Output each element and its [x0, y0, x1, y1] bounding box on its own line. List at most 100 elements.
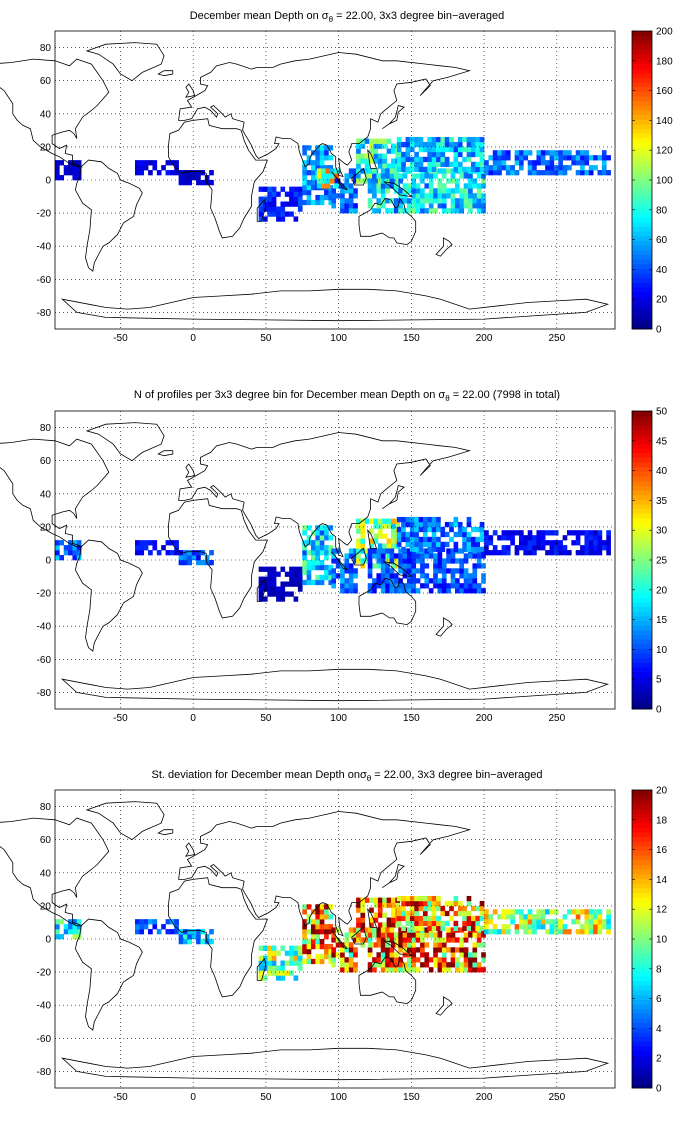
colorbar-segment: [632, 966, 652, 972]
bin-cell: [584, 929, 590, 935]
bin-cell: [468, 183, 473, 189]
colorbar-segment: [632, 799, 652, 805]
bin-cell: [532, 160, 537, 166]
bin-cell: [200, 180, 206, 186]
bin-cell: [431, 905, 437, 912]
bin-cell: [324, 564, 329, 571]
colorbar-segment: [632, 887, 652, 893]
bin-cell: [196, 180, 201, 186]
bin-cell: [523, 535, 529, 541]
bin-cell: [174, 160, 179, 166]
bin-cell: [311, 175, 316, 181]
bin-cell: [459, 198, 465, 204]
bin-cell: [479, 136, 485, 143]
bin-cell: [331, 937, 337, 943]
bin-cell: [396, 541, 402, 548]
bin-cell: [258, 576, 264, 582]
bin-cell: [372, 183, 377, 189]
bin-cell: [360, 168, 366, 174]
bin-cell: [353, 932, 358, 938]
bin-cell: [398, 932, 403, 938]
bin-cell: [297, 576, 303, 582]
bin-cell: [289, 186, 294, 192]
bin-cell: [536, 530, 542, 536]
bin-cell: [331, 203, 337, 209]
bin-cell: [420, 947, 425, 953]
bin-cell: [377, 163, 383, 169]
colorbar-segment: [632, 1018, 652, 1024]
bin-cell: [407, 957, 412, 963]
bin-cell: [405, 895, 411, 902]
bin-cell: [393, 967, 399, 973]
bin-cell: [407, 967, 412, 973]
bin-cell: [389, 173, 395, 179]
x-tick-label: -50: [113, 713, 128, 724]
bin-cell: [267, 970, 273, 976]
bin-cell: [433, 563, 438, 569]
colorbar-segment: [632, 301, 652, 307]
bin-cell: [196, 170, 201, 176]
bin-cell: [492, 545, 498, 551]
bin-cell: [385, 168, 390, 174]
bin-cell: [267, 571, 273, 577]
bin-cell: [466, 910, 472, 917]
bin-cell: [444, 900, 450, 907]
colorbar-segment: [632, 1060, 652, 1066]
bin-cell: [324, 545, 329, 551]
bin-cell: [466, 895, 472, 902]
bin-cell: [311, 550, 316, 556]
bin-cell: [440, 136, 446, 143]
colorbar-tick-label: 140: [656, 116, 673, 127]
bin-cell: [315, 958, 321, 965]
bin-cell: [401, 546, 406, 553]
bin-cell: [263, 196, 268, 202]
y-tick-label: 40: [40, 109, 52, 120]
bin-cell: [580, 155, 585, 161]
bin-cell: [306, 540, 312, 546]
bin-cell: [532, 914, 537, 920]
bin-cell: [446, 927, 451, 933]
bin-cell: [386, 148, 392, 154]
coastline: [331, 930, 348, 950]
bin-cell: [488, 535, 494, 541]
bin-cell: [324, 145, 329, 151]
bin-cell: [481, 173, 486, 179]
bin-cell: [466, 541, 472, 548]
bin-cell: [437, 553, 443, 559]
bin-cell: [319, 953, 325, 960]
bin-cell: [440, 531, 446, 538]
bin-cell: [523, 919, 529, 925]
bin-cell: [536, 540, 542, 546]
colorbar-segment: [632, 68, 652, 74]
colorbar-segment: [632, 1008, 652, 1014]
bin-cell: [540, 919, 546, 925]
bin-cell: [324, 914, 329, 920]
bin-cell: [453, 146, 459, 153]
bin-cell: [606, 919, 611, 925]
bin-cell: [431, 136, 437, 143]
colorbar-segment: [632, 128, 652, 134]
colorbar-segment: [632, 550, 652, 556]
colorbar-tick-label: 0: [656, 325, 662, 336]
bin-cell: [325, 168, 331, 174]
colorbar-segment: [632, 138, 652, 144]
bin-cell: [356, 153, 361, 159]
bin-cell: [427, 895, 433, 902]
bin-cell: [360, 528, 366, 534]
bin-cell: [319, 919, 325, 925]
bin-cell: [293, 186, 299, 192]
bin-cell: [76, 545, 82, 551]
bin-cell: [475, 915, 481, 922]
bin-cell: [584, 924, 590, 930]
colorbar-tick-label: 10: [656, 645, 668, 656]
bin-cell: [340, 198, 345, 204]
bin-cell: [191, 170, 197, 176]
bin-cell: [471, 536, 476, 543]
bin-cell: [440, 925, 446, 932]
bin-cell: [593, 919, 598, 925]
bin-cell: [356, 143, 361, 149]
bin-cell: [405, 915, 411, 922]
bin-cell: [353, 568, 358, 574]
bin-cell: [514, 545, 520, 551]
bin-cell: [319, 535, 325, 541]
